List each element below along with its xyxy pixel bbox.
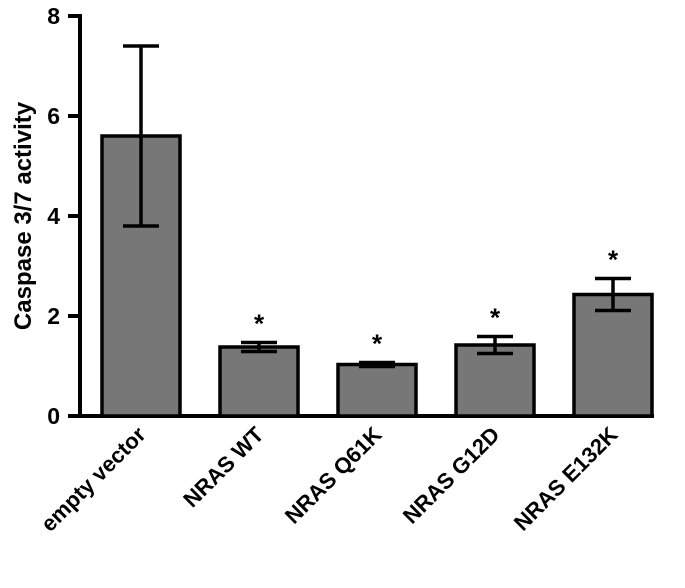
significance-marker: *: [254, 309, 265, 339]
x-category-label: NRAS G12D: [398, 422, 505, 529]
y-tick-label: 6: [47, 103, 60, 129]
bar: [454, 343, 536, 418]
y-tick-label: 8: [47, 3, 60, 29]
y-tick-label: 0: [47, 403, 60, 429]
significance-marker: *: [490, 303, 501, 333]
bar: [218, 345, 300, 418]
bar: [336, 362, 418, 418]
y-axis-title: Caspase 3/7 activity: [10, 101, 37, 330]
y-tick-label: 4: [47, 203, 60, 229]
significance-marker: *: [608, 245, 619, 275]
bar: [572, 292, 654, 418]
x-category-label: empty vector: [36, 422, 151, 537]
plot-area: 0 2 4 6 8 empty vector * NRAS WT * NRAS Q61K * NRAS…: [36, 3, 654, 536]
significance-marker: *: [372, 329, 383, 359]
x-category-label: NRAS Q61K: [280, 422, 387, 529]
y-tick-label: 2: [47, 303, 60, 329]
x-category-label: NRAS WT: [178, 421, 269, 512]
x-category-label: NRAS E132K: [509, 422, 623, 536]
